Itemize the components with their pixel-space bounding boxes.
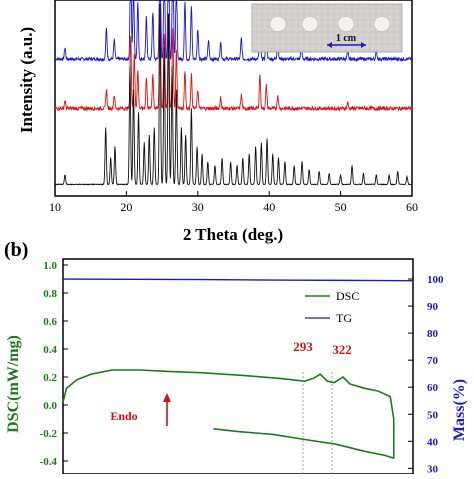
panel-b-plot-frame [62,258,414,475]
panel-b-right-axis-ticks: 100 90 80 70 60 50 40 30 [408,274,444,475]
endo-up-arrow-icon [163,393,171,402]
xrd-pattern-1 [54,0,413,63]
dsc-tick-label: 0.8 [43,288,57,300]
panel-a-x-tick-label: 20 [120,200,132,214]
mass-tick-label: 90 [427,301,439,313]
dsc-tick-label: 0.0 [43,400,57,412]
mass-tick-label: 60 [427,382,439,394]
legend: DSC TG [305,289,359,325]
panel-a-x-tick-label: 30 [192,200,204,214]
tablet-sample-3 [337,16,355,32]
dsc-tick-label: 1.0 [43,260,57,272]
peak-293-label: 293 [293,339,313,354]
tablet-sample-4 [373,16,391,32]
panel-a-x-tick-label: 40 [263,200,275,214]
panel-a-x-tick-label: 10 [49,200,61,214]
tablet-sample-2 [301,16,319,32]
inset-photo: 1 cm [251,3,403,53]
xrd-pattern-3 [54,3,413,186]
panel-a-series-group [54,0,413,186]
panel-a-x-axis-label: 2 Theta (deg.) [183,225,283,244]
panel-a-x-ticks: 10 20 30 40 50 60 [49,191,418,214]
dsc-tick-label: -0.2 [40,428,58,440]
endo-label: Endo [110,409,137,423]
scale-bar-left-arrow-icon [327,42,332,48]
panel-a-x-tick-label: 50 [335,200,347,214]
dsc-axis-label: DSC(mW/mg) [5,335,22,433]
mass-tick-label: 30 [427,463,439,474]
mass-tick-label: 50 [427,409,439,421]
panel-a: 10 20 30 40 50 60 1 cm Intensity (a.u.) 2 The… [17,0,418,244]
legend-dsc-label: DSC [336,289,359,303]
panel-a-y-axis-label: Intensity (a.u.) [17,27,36,133]
panel-b-label: (b) [4,239,28,261]
mass-tick-label: 40 [427,436,439,448]
dsc-tick-label: 0.2 [43,372,57,384]
panel-b: (b) 1.0 0.8 0.6 0.4 0.2 0.0 -0.2 -0.4 100 90 80 70… [4,239,468,475]
mass-axis-label: Mass(%) [451,379,468,441]
dsc-tick-label: -0.4 [40,456,58,468]
panel-b-left-axis-ticks: 1.0 0.8 0.6 0.4 0.2 0.0 -0.2 -0.4 [40,260,68,468]
tablet-sample-1 [269,16,287,32]
mass-tick-label: 80 [427,328,439,340]
peak-322-label: 322 [332,342,352,357]
legend-tg-label: TG [336,311,352,325]
panel-a-x-tick-label: 60 [406,200,418,214]
mass-tick-label: 100 [427,274,444,286]
scale-bar-right-arrow-icon [361,42,366,48]
dsc-tick-label: 0.4 [43,344,57,356]
dsc-tick-label: 0.6 [43,316,57,328]
scale-bar-label: 1 cm [336,33,357,44]
mass-tick-label: 70 [427,355,439,367]
dsc-curve [62,369,395,459]
tg-curve [62,278,414,282]
panel-b-series-group [62,278,414,459]
xrd-pattern-2 [54,4,413,112]
